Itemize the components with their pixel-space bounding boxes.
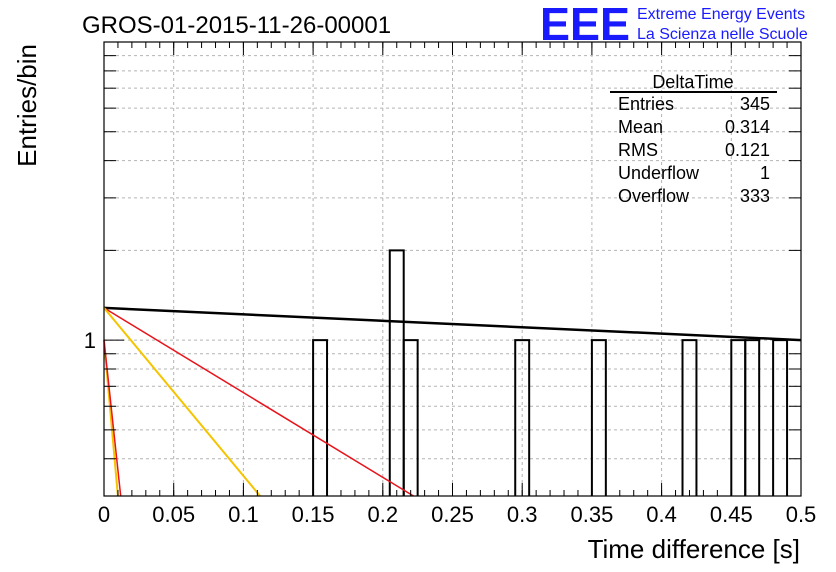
- stats-title: DeltaTime: [652, 72, 733, 92]
- stats-label-entries: Entries: [618, 94, 674, 114]
- stats-label-underflow: Underflow: [618, 163, 700, 183]
- x-tick-label: 0.35: [570, 502, 613, 527]
- histogram-bar: [681, 339, 698, 496]
- x-tick-label: 0.3: [507, 502, 538, 527]
- stats-box: DeltaTime Entries 345 Mean 0.314 RMS 0.1…: [610, 72, 777, 206]
- histogram-bar: [590, 339, 607, 496]
- eee-logo-line2: La Scienza nelle Scuole: [637, 26, 808, 43]
- eee-logo-line1: Extreme Energy Events: [637, 6, 805, 23]
- y-tick-labels: 1: [84, 328, 96, 353]
- histogram-bar: [744, 339, 761, 496]
- x-tick-labels: 0 0.05 0.1 0.15 0.2 0.25 0.3 0.35 0.4 0.45 0.5: [98, 502, 816, 527]
- y-tick-label: 1: [84, 328, 96, 353]
- histogram-bar: [730, 339, 747, 496]
- x-tick-label: 0.15: [292, 502, 335, 527]
- histogram-bar: [514, 339, 531, 496]
- x-tick-label: 0.2: [368, 502, 399, 527]
- histogram-bars: [312, 249, 789, 496]
- histogram-bar: [388, 249, 405, 496]
- stats-value-entries: 345: [740, 94, 770, 114]
- stats-label-mean: Mean: [618, 117, 663, 137]
- stats-value-underflow: 1: [760, 163, 770, 183]
- fit-curves: [103, 306, 802, 497]
- fit-curve: [103, 307, 261, 497]
- axis-ticks: [103, 42, 802, 496]
- run-title: GROS-01-2015-11-26-00001: [82, 12, 391, 39]
- x-axis-title: Time difference [s]: [588, 534, 800, 564]
- stats-value-mean: 0.314: [725, 117, 770, 137]
- histogram-bar: [312, 339, 329, 496]
- grid: [104, 42, 801, 496]
- x-tick-label: 0: [98, 502, 110, 527]
- x-tick-label: 0.05: [152, 502, 195, 527]
- histogram-bar: [772, 339, 789, 496]
- stats-label-overflow: Overflow: [618, 186, 690, 206]
- stats-label-rms: RMS: [618, 140, 658, 160]
- fit-curve: [103, 306, 802, 342]
- stats-value-overflow: 333: [740, 186, 770, 206]
- fit-curve: [103, 307, 414, 497]
- x-tick-label: 0.1: [228, 502, 259, 527]
- stats-value-rms: 0.121: [725, 140, 770, 160]
- x-tick-label: 0.25: [431, 502, 474, 527]
- fit-curve: [103, 340, 122, 497]
- x-tick-label: 0.45: [710, 502, 753, 527]
- histogram-bar: [402, 339, 419, 496]
- eee-logo: EEE Extreme Energy Events La Scienza nel…: [540, 0, 808, 50]
- x-tick-label: 0.4: [646, 502, 677, 527]
- x-tick-label: 0.5: [786, 502, 817, 527]
- y-axis-title: Entries/bin: [12, 44, 42, 167]
